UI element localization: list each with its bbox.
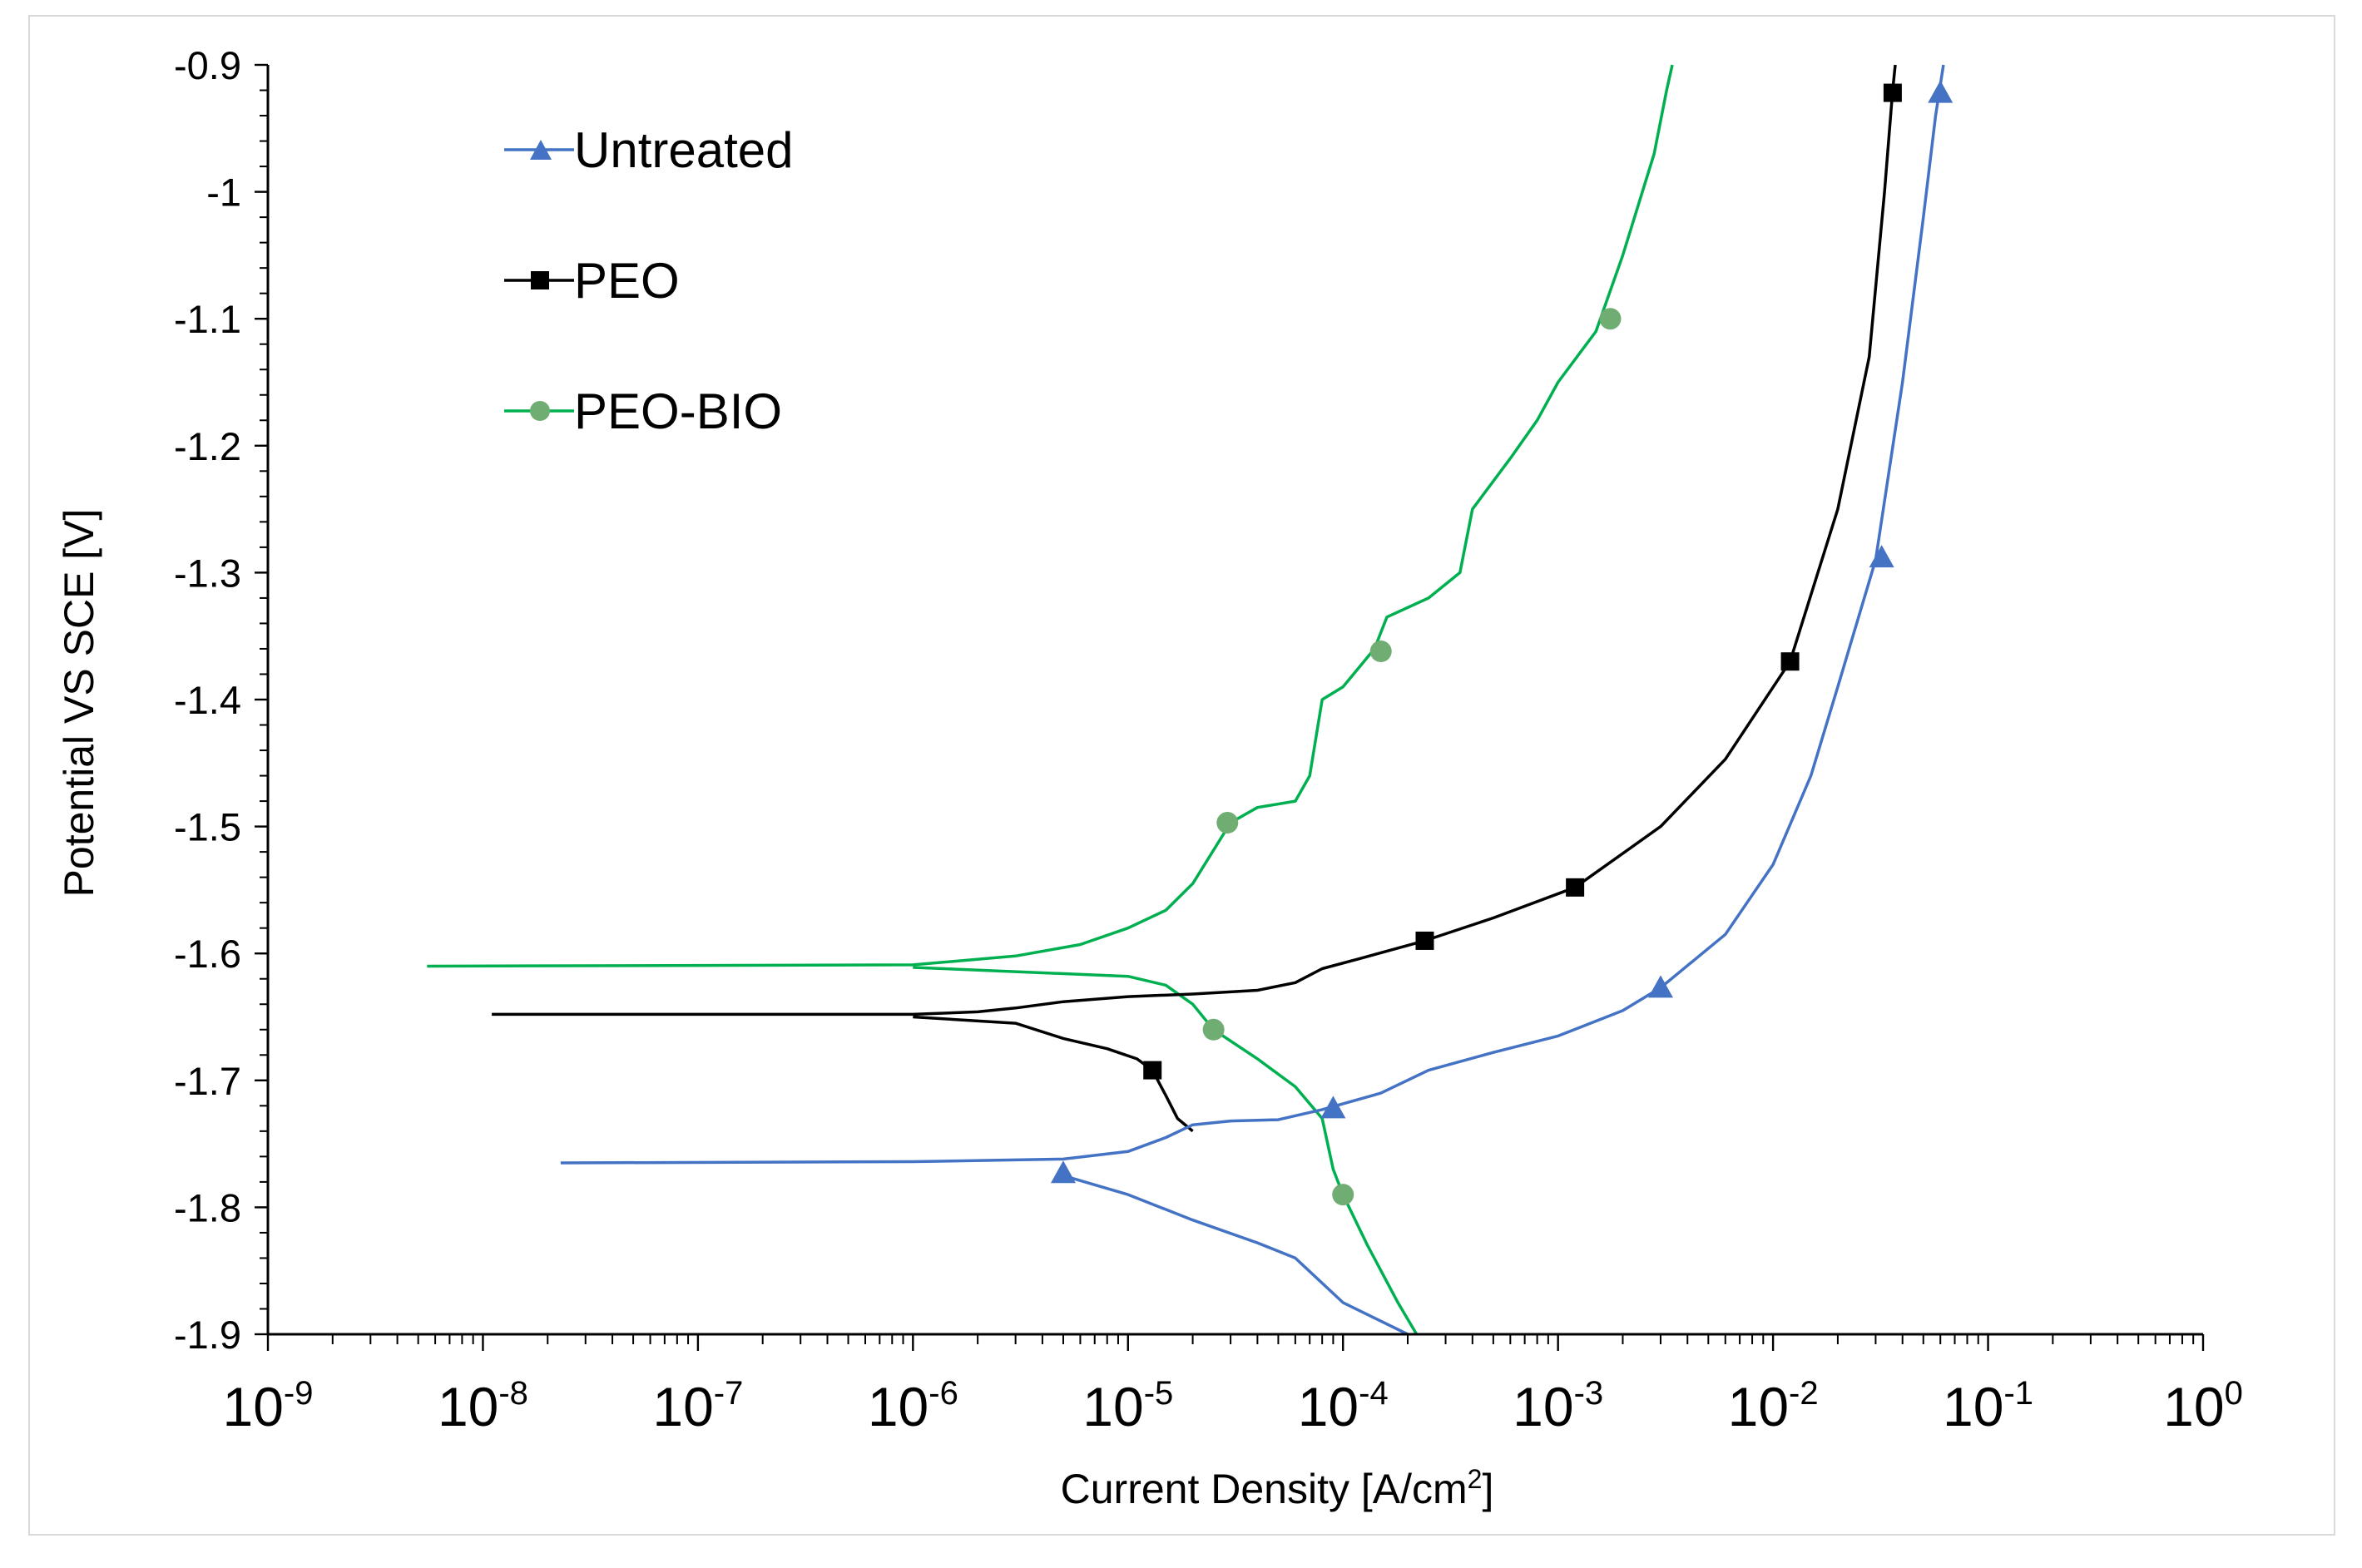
x-axis-title: Current Density [A/cm2] xyxy=(1061,1464,1494,1512)
point-peo-bio xyxy=(1202,1018,1225,1041)
x-tick-label: 10-9 xyxy=(223,1375,314,1437)
point-untreated xyxy=(1050,1160,1076,1184)
series-line-untreated-cathodic xyxy=(1062,1174,1409,1336)
minor-ticks xyxy=(260,64,2195,1344)
axes-group xyxy=(266,65,2203,1336)
point-untreated xyxy=(1647,975,1673,998)
series-line-peo-cathodic xyxy=(913,1015,1194,1133)
x-tick-label: 10-7 xyxy=(652,1375,743,1437)
x-tick-exponent: -2 xyxy=(1789,1375,1819,1412)
x-tick-exponent: -6 xyxy=(928,1375,958,1412)
y-tick-label: -1 xyxy=(206,171,241,215)
legend-marker-triangle xyxy=(530,140,552,160)
x-tick-exponent: -4 xyxy=(1359,1375,1389,1412)
y-tick-label: -1.2 xyxy=(174,424,241,468)
y-tick-label: -1.1 xyxy=(174,297,241,341)
x-tick-base: 10 xyxy=(1298,1376,1359,1437)
x-tick-label: 10-6 xyxy=(868,1375,958,1437)
x-tick-exponent: -8 xyxy=(498,1375,528,1412)
x-tick-label: 10-3 xyxy=(1513,1375,1603,1437)
x-tick-base: 10 xyxy=(223,1376,284,1437)
point-untreated xyxy=(1320,1096,1346,1119)
x-ticks: 10-9 10-8 10-7 10-6 10-5 10-4 10-3 10-2 10-1 100 xyxy=(223,1334,2243,1437)
x-tick-label: 10-2 xyxy=(1728,1375,1819,1437)
x-tick-label: 10-8 xyxy=(438,1375,528,1437)
y-ticks: -0.9 -1 -1.1 -1.2 -1.3 -1.4 -1.5 -1.6 -1.7 -1.8 -1… xyxy=(174,43,268,1357)
series-line-untreated-anodic xyxy=(560,64,1945,1165)
point-peo xyxy=(1780,652,1800,671)
legend-item-peo[interactable]: PEO xyxy=(504,253,680,309)
x-tick-exponent: -5 xyxy=(1144,1375,1174,1412)
x-tick-base: 10 xyxy=(2163,1376,2224,1437)
y-tick-label: -1.5 xyxy=(174,805,241,849)
point-peo xyxy=(1883,83,1902,102)
x-tick-base: 10 xyxy=(1082,1376,1143,1437)
x-tick-base: 10 xyxy=(438,1376,498,1437)
chart-frame xyxy=(28,15,2335,1536)
x-tick-exponent: 0 xyxy=(2225,1375,2243,1412)
legend-label-peo: PEO xyxy=(574,253,680,309)
x-tick-exponent: -3 xyxy=(1574,1375,1604,1412)
x-axis-title-main: Current Density [A/cm xyxy=(1061,1466,1468,1512)
x-tick-base: 10 xyxy=(868,1376,928,1437)
series-line-peo-bio-anodic xyxy=(427,64,1674,968)
x-tick-label: 10-5 xyxy=(1082,1375,1173,1437)
x-tick-label: 10-4 xyxy=(1298,1375,1389,1437)
point-peo-bio xyxy=(1369,641,1392,663)
y-axis-title: Potential VS SCE [V] xyxy=(56,509,102,898)
point-untreated xyxy=(1928,80,1953,103)
y-tick-label: -1.6 xyxy=(174,932,241,976)
point-peo-bio xyxy=(1599,308,1622,330)
y-tick-label: -1.3 xyxy=(174,551,241,595)
y-tick-label: -1.8 xyxy=(174,1185,241,1229)
point-untreated xyxy=(1869,545,1894,568)
legend: Untreated PEO PEO-BIO xyxy=(504,122,794,439)
x-tick-base: 10 xyxy=(1943,1376,2003,1437)
x-tick-exponent: -7 xyxy=(714,1375,744,1412)
legend-label-untreated: Untreated xyxy=(574,122,794,178)
x-tick-label: 10-1 xyxy=(1943,1375,2033,1437)
x-tick-base: 10 xyxy=(1728,1376,1789,1437)
x-tick-exponent: -9 xyxy=(284,1375,314,1412)
series-group xyxy=(427,64,1953,1336)
x-tick-exponent: -1 xyxy=(2003,1375,2033,1412)
legend-label-peo-bio: PEO-BIO xyxy=(574,383,782,439)
x-axis-title-sup: 2 xyxy=(1468,1464,1483,1494)
series-line-peo-bio-cathodic xyxy=(913,966,1419,1335)
point-peo-bio xyxy=(1332,1184,1354,1206)
x-axis-title-close: ] xyxy=(1482,1466,1493,1512)
y-tick-label: -0.9 xyxy=(174,43,241,87)
point-peo xyxy=(1415,931,1434,950)
x-tick-label: 100 xyxy=(2163,1375,2243,1437)
point-peo xyxy=(1143,1061,1162,1080)
legend-marker-circle xyxy=(530,401,550,421)
x-tick-base: 10 xyxy=(1513,1376,1573,1437)
series-line-peo-anodic xyxy=(492,64,1897,1016)
legend-marker-square xyxy=(531,271,549,289)
y-tick-label: -1.7 xyxy=(174,1059,241,1103)
legend-item-peo-bio[interactable]: PEO-BIO xyxy=(504,383,782,439)
y-tick-label: -1.9 xyxy=(174,1313,241,1357)
point-peo xyxy=(1566,878,1585,897)
x-tick-base: 10 xyxy=(652,1376,713,1437)
legend-item-untreated[interactable]: Untreated xyxy=(504,122,794,178)
y-tick-label: -1.4 xyxy=(174,678,241,722)
point-peo-bio xyxy=(1216,812,1239,834)
